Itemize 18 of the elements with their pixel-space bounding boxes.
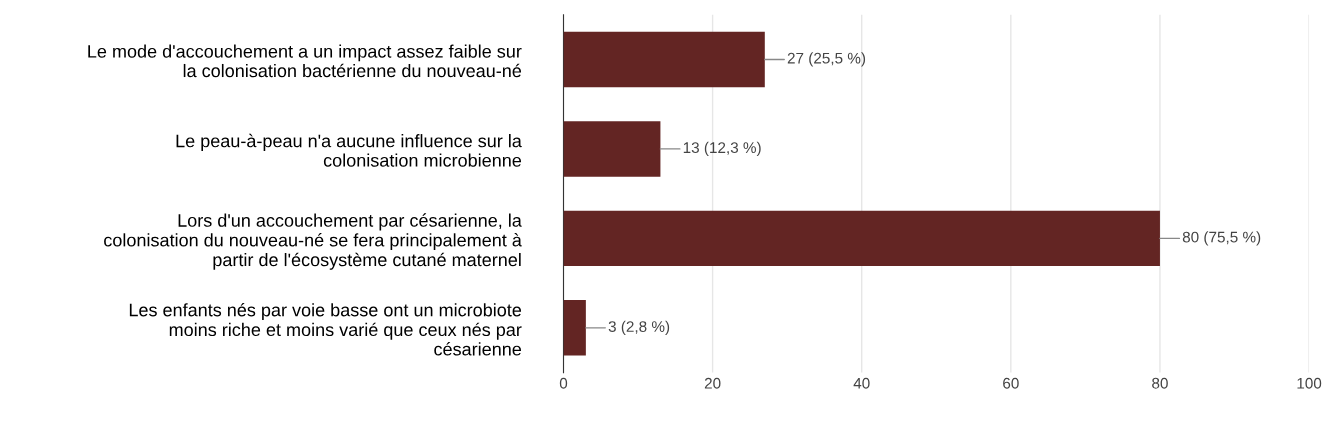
bar (563, 300, 586, 356)
y-tick-label: Les enfants nés par voie basse ont un microbiote moins riche et moins varié que ceux nés par césarienne (129, 302, 522, 356)
x-tick-label: 60 (1003, 377, 1019, 389)
bar (563, 31, 765, 88)
bar (563, 121, 661, 177)
x-tick-label: 80 (1152, 377, 1168, 389)
data-label: 27 (25,5 %) (787, 52, 866, 67)
data-label: 80 (75,5 %) (1182, 231, 1261, 246)
x-tick-label: 0 (559, 377, 568, 389)
bar (563, 210, 1160, 267)
x-tick-label: 40 (853, 377, 870, 389)
data-label: 3 (2,8 %) (608, 320, 670, 335)
x-tick-label: 100 (1297, 377, 1322, 389)
y-tick-label: Le mode d'accouchement a un impact assez faible sur la colonisation bactérienne du nouveau-né (88, 44, 522, 78)
x-tick-label: 20 (704, 377, 721, 389)
y-tick-label: Le peau-à-peau n'a aucune influence sur la colonisation microbienne (176, 133, 522, 167)
y-tick-label: Lors d'un accouchement par césarienne, la colonisation du nouveau-né se fera principalement à partir de l'écosystème cutané maternel (104, 213, 522, 270)
data-label: 13 (12,3 %) (683, 141, 761, 157)
